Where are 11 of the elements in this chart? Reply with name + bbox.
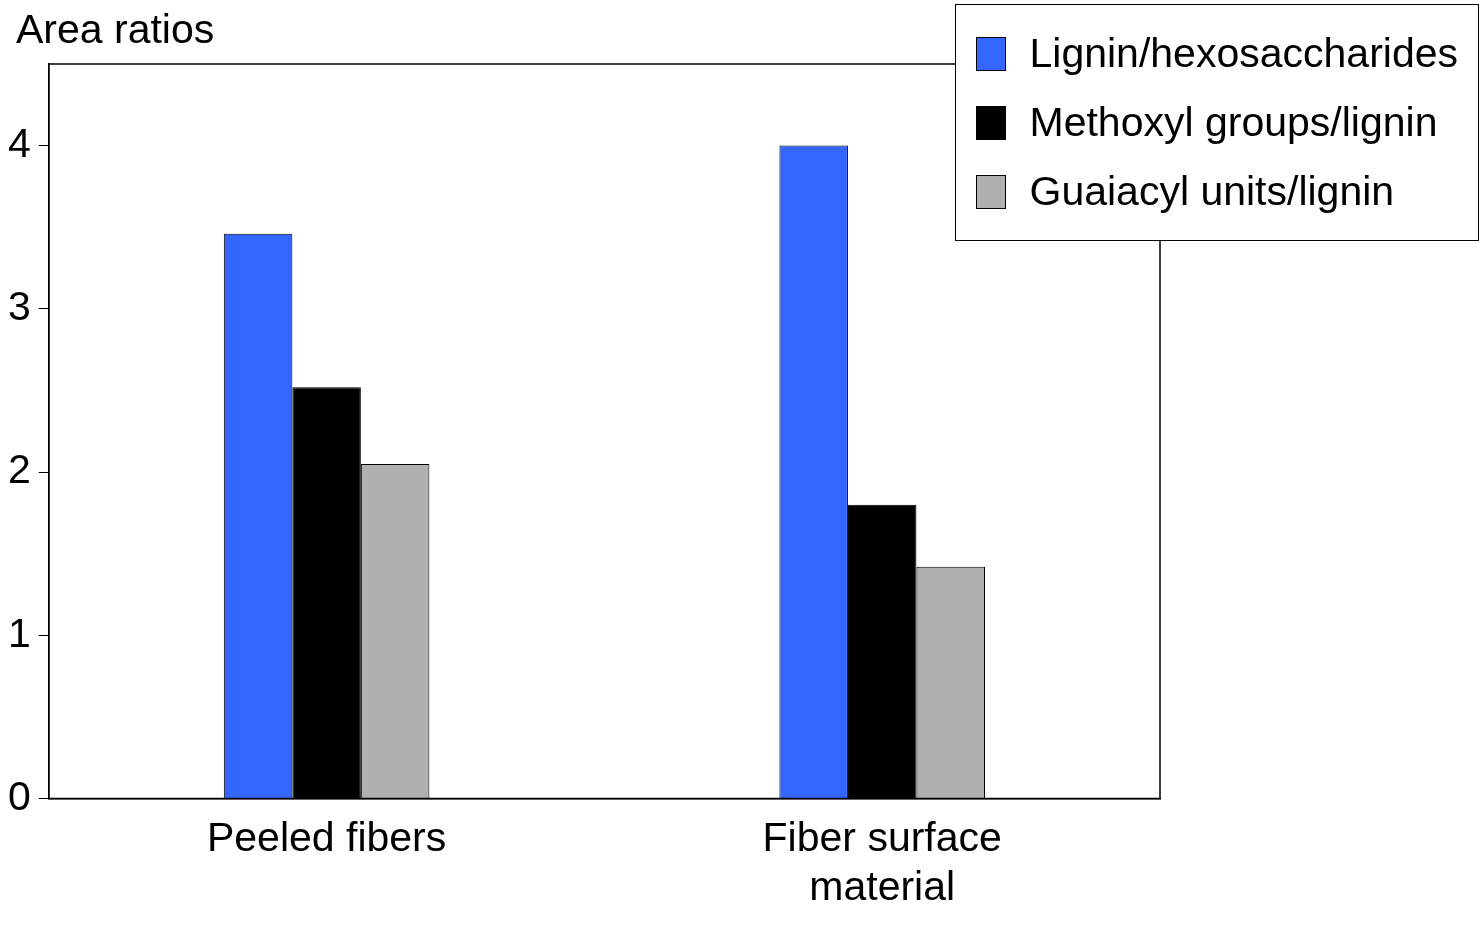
y-tick-label: 0: [7, 772, 31, 819]
legend-label: Methoxyl groups/lignin: [1029, 99, 1438, 146]
y-tick-label: 2: [7, 446, 31, 493]
y-tick-label: 1: [7, 609, 31, 656]
y-tick-label: 4: [7, 119, 31, 166]
y-tick-label: 3: [7, 283, 31, 330]
y-axis-title: Area ratios: [16, 6, 215, 53]
legend-label: Lignin/hexosaccharides: [1029, 30, 1458, 77]
legend-label: Guaiacyl units/lignin: [1029, 168, 1395, 215]
x-tick-label: Fiber surface material: [762, 813, 1002, 909]
x-tick-label: Peeled fibers: [206, 813, 447, 860]
